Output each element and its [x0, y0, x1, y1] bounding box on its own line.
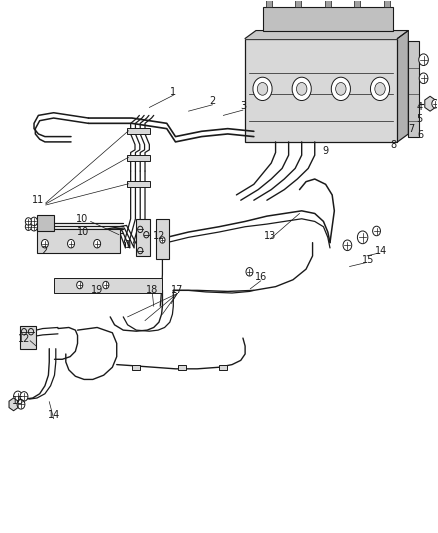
Text: 15: 15 [12, 395, 24, 406]
Text: 1: 1 [124, 240, 131, 251]
Bar [262, 7, 393, 30]
Polygon shape [9, 398, 18, 411]
Text: 19: 19 [91, 285, 103, 295]
Bar [245, 38, 397, 142]
Bar [127, 181, 150, 188]
Circle shape [103, 281, 109, 289]
Bar [178, 365, 186, 370]
Circle shape [257, 83, 268, 95]
Circle shape [138, 226, 143, 232]
Circle shape [331, 77, 350, 101]
Circle shape [336, 83, 346, 95]
Text: 12: 12 [153, 231, 165, 241]
Bar [37, 229, 120, 253]
Circle shape [253, 77, 272, 101]
Text: 9: 9 [322, 146, 328, 156]
Text: 2: 2 [41, 246, 47, 256]
Circle shape [31, 217, 38, 225]
Circle shape [144, 231, 149, 238]
Text: 10: 10 [76, 214, 88, 224]
Circle shape [357, 231, 368, 244]
Text: 5: 5 [416, 114, 422, 124]
Text: 11: 11 [32, 195, 45, 205]
Bar [37, 215, 53, 231]
Circle shape [138, 247, 143, 254]
Text: 4: 4 [416, 102, 422, 112]
Bar [384, 0, 390, 7]
Bar [53, 278, 162, 293]
Bar [325, 0, 331, 7]
Text: 6: 6 [417, 130, 423, 140]
Bar [136, 219, 150, 256]
Bar [127, 128, 150, 134]
Bar [127, 155, 150, 161]
Text: 10: 10 [77, 227, 89, 237]
Polygon shape [245, 30, 408, 38]
Text: 16: 16 [254, 272, 267, 282]
Circle shape [94, 239, 101, 248]
Circle shape [371, 77, 390, 101]
Bar [266, 0, 272, 7]
Text: 15: 15 [362, 255, 374, 265]
Circle shape [31, 222, 38, 231]
Circle shape [28, 328, 34, 335]
Circle shape [42, 239, 48, 248]
Circle shape [67, 239, 74, 248]
Text: 14: 14 [47, 410, 60, 420]
Bar [408, 41, 419, 136]
Circle shape [432, 100, 438, 108]
Polygon shape [397, 30, 408, 142]
Circle shape [160, 237, 165, 243]
Text: 12: 12 [18, 334, 31, 344]
Circle shape [343, 240, 352, 251]
Circle shape [297, 83, 307, 95]
Circle shape [419, 54, 428, 66]
Circle shape [77, 281, 83, 289]
Bar [132, 365, 140, 370]
Circle shape [20, 392, 28, 401]
Circle shape [25, 217, 32, 225]
Bar [20, 326, 36, 349]
Circle shape [419, 73, 428, 84]
Text: 2: 2 [209, 96, 215, 106]
Circle shape [373, 226, 381, 236]
Bar [354, 0, 360, 7]
Circle shape [246, 268, 253, 276]
Bar [219, 365, 227, 370]
Text: 13: 13 [264, 231, 276, 241]
Text: 1: 1 [170, 86, 177, 96]
Circle shape [292, 77, 311, 101]
Text: 18: 18 [146, 285, 159, 295]
Circle shape [14, 391, 22, 402]
Circle shape [17, 400, 25, 409]
Text: 8: 8 [390, 140, 396, 150]
Polygon shape [425, 96, 435, 111]
Circle shape [375, 83, 385, 95]
Text: 14: 14 [375, 246, 387, 256]
Circle shape [21, 328, 27, 335]
Bar [156, 219, 169, 259]
Text: 17: 17 [171, 285, 184, 295]
Text: 3: 3 [240, 101, 246, 111]
Circle shape [25, 223, 32, 230]
Bar [295, 0, 301, 7]
Text: 7: 7 [409, 124, 415, 134]
